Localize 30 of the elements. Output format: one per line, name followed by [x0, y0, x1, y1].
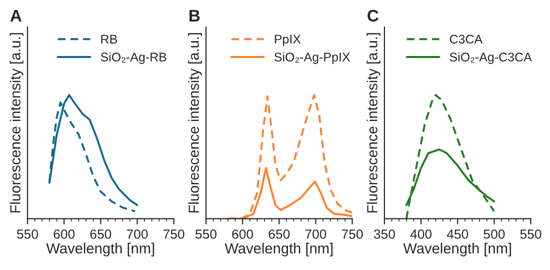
x-tick-label: 450 — [446, 229, 468, 239]
chart-title: C — [368, 10, 378, 22]
x-tick-label: 700 — [305, 229, 326, 239]
y-axis-title: Fluorescence intensity [a.u.] — [366, 33, 380, 212]
x-tick-label: 600 — [54, 229, 75, 239]
x-tick-label: 650 — [90, 229, 112, 239]
x-tick-label: 600 — [232, 229, 254, 239]
legend-label: SiO₂-Ag-RB — [100, 52, 166, 64]
x-tick-label: 750 — [163, 229, 184, 239]
legend-label: SiO₂-Ag-PpIX — [274, 52, 350, 64]
x-tick-label: 350 — [374, 229, 395, 239]
x-axis-title: Wavelength [nm] — [224, 242, 333, 256]
x-axis-title: Wavelength [nm] — [403, 242, 512, 256]
x-tick-label: 400 — [410, 229, 432, 239]
y-axis-title: Fluorescence intensity [a.u.] — [10, 33, 24, 212]
x-tick-label: 550 — [196, 229, 216, 239]
x-tick-label: 550 — [520, 229, 542, 239]
legend-label: SiO₂-Ag-C3CA — [450, 52, 532, 64]
y-axis-title: Fluorescence intensity [a.u.] — [188, 33, 202, 212]
legend-label: C3CA — [450, 34, 483, 44]
legend-label: RB — [101, 34, 117, 44]
x-tick-label: 500 — [484, 229, 505, 239]
chart-title: B — [190, 10, 200, 22]
chart-title: A — [10, 10, 22, 22]
x-tick-label: 750 — [342, 229, 363, 239]
x-tick-label: 700 — [126, 229, 148, 239]
x-tick-label: 650 — [268, 229, 290, 239]
x-tick-label: 550 — [17, 229, 38, 239]
legend-label: PpIX — [274, 34, 301, 46]
x-axis-title: Wavelength [nm] — [46, 242, 154, 256]
